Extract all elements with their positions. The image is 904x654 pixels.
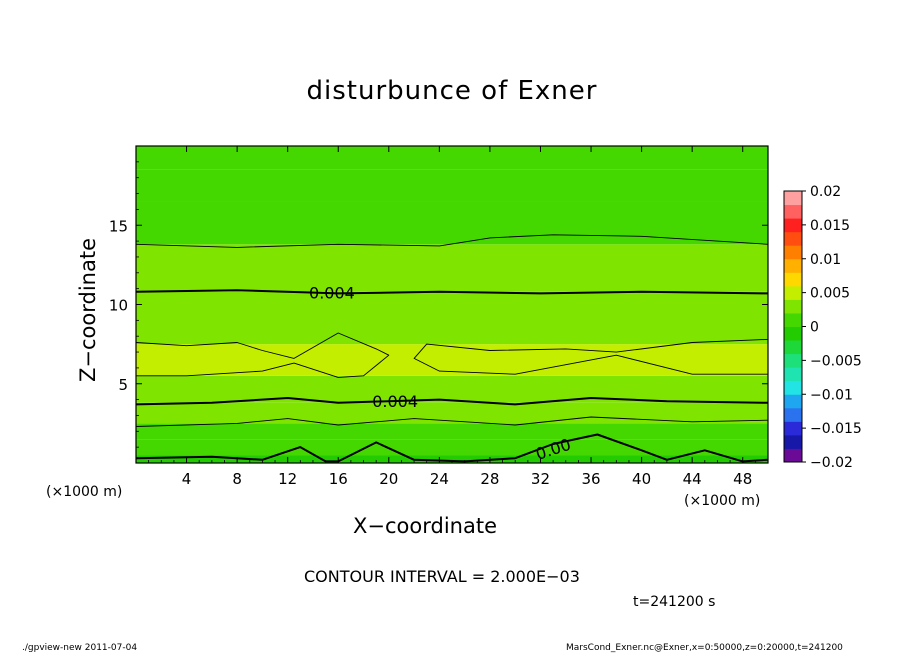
colorbar-segment	[784, 407, 802, 422]
contour-band-0	[136, 455, 768, 463]
contour-line-1	[136, 416, 768, 427]
x-tick-label: 44	[683, 470, 702, 488]
colorbar-tick-label: −0.015	[810, 421, 862, 437]
chart-title: disturbunce of Exner	[306, 76, 598, 106]
contour-line-5	[136, 289, 768, 295]
x-axis-label: X−coordinate	[353, 514, 497, 538]
colorbar-tick-label: 0	[810, 320, 819, 336]
colorbar-segment	[784, 367, 802, 382]
y-tick-label: 10	[109, 297, 128, 315]
contour-band-3	[136, 402, 768, 424]
contour-label-text: 0.004	[372, 392, 418, 411]
y-axis-ticks: 5 10 15	[109, 161, 768, 448]
colorbar-segment	[784, 272, 802, 287]
x-tick-label: 24	[430, 470, 449, 488]
colorbar-segment	[784, 191, 802, 206]
contour-label-text: 0.004	[309, 284, 355, 303]
colorbar-segment	[784, 353, 802, 368]
x-axis-ticks: 4 8 12 16 20 24 28 32 36 40 44 48	[148, 146, 756, 488]
x-axis-unit-left: (×1000 m)	[46, 484, 123, 500]
x-axis-unit-right: (×1000 m)	[684, 493, 761, 509]
y-tick-label: 5	[118, 376, 128, 394]
colorbar-segment	[784, 421, 802, 436]
colorbar-segment	[784, 218, 802, 233]
colorbar-tick-label: −0.02	[810, 455, 853, 471]
x-tick-label: 40	[632, 470, 651, 488]
contour-band-4	[136, 375, 768, 403]
contour-band-2	[136, 423, 768, 440]
contour-line-4	[413, 338, 768, 375]
colorbar-segment	[784, 245, 802, 260]
colorbar-tick-label: −0.005	[810, 353, 862, 369]
contour-band-6	[136, 291, 768, 345]
colorbar-segment	[784, 312, 802, 327]
contour-interval-note: CONTOUR INTERVAL = 2.000E−03	[304, 567, 580, 586]
contour-band-7	[136, 244, 768, 292]
colorbar-segment	[784, 204, 802, 219]
colorbar-tick-label: −0.01	[810, 387, 853, 403]
x-tick-label: 8	[232, 470, 242, 488]
x-tick-label: 12	[278, 470, 297, 488]
contour-band-1	[136, 439, 768, 456]
contour-band-8	[136, 201, 768, 245]
footer-data-source: MarsCond_Exner.nc@Exner,x=0:50000,z=0:20…	[566, 643, 843, 653]
colorbar-segment	[784, 299, 802, 314]
colorbar-tick-label: 0.005	[810, 286, 850, 302]
colorbar-segment	[784, 434, 802, 449]
colorbar-tick-label: 0.01	[810, 252, 841, 268]
x-tick-label: 20	[379, 470, 398, 488]
filled-contour-bands	[136, 146, 768, 463]
colorbar-segment	[784, 326, 802, 341]
time-label: t=241200 s	[633, 594, 716, 610]
colorbar-segment	[784, 285, 802, 300]
x-tick-label: 16	[329, 470, 348, 488]
contour-line-6	[136, 234, 768, 248]
colorbar-tick-label: 0.015	[810, 218, 850, 234]
x-tick-label: 32	[531, 470, 550, 488]
y-axis-label: Z−coordinate	[76, 238, 100, 382]
footer-program-date: ./gpview-new 2011-07-04	[22, 643, 138, 653]
colorbar: 0.02 0.015 0.01 0.005 0 −0.005 −0.01 −0.015 −0.0…	[783, 184, 862, 471]
x-tick-label: 4	[182, 470, 192, 488]
colorbar-tick-label: 0.02	[810, 184, 841, 200]
contour-line-3	[136, 332, 390, 378]
colorbar-segment	[784, 380, 802, 395]
contour-line-0	[136, 397, 768, 406]
contour-band-10	[136, 146, 768, 170]
colorbar-segment	[784, 340, 802, 355]
y-tick-label: 15	[109, 217, 128, 235]
contour-label-0: 0.004	[372, 392, 418, 411]
colorbar-segment	[784, 448, 802, 463]
contour-band-5	[136, 344, 768, 376]
x-tick-label: 28	[480, 470, 499, 488]
contour-label-5: 0.004	[309, 284, 355, 303]
contour-band-9	[136, 169, 768, 202]
colorbar-segment	[784, 258, 802, 273]
x-tick-label: 48	[733, 470, 752, 488]
x-tick-label: 36	[581, 470, 600, 488]
colorbar-segment	[784, 394, 802, 409]
colorbar-segment	[784, 231, 802, 246]
